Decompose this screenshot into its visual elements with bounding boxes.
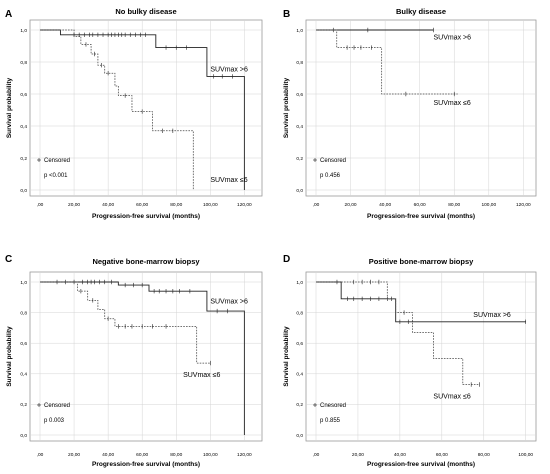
- y-tick-label: 0,0: [296, 188, 303, 194]
- p-value: p 0.456: [320, 173, 341, 179]
- x-tick-label: 100,00: [481, 202, 496, 208]
- plot-frame: [29, 19, 263, 197]
- plot-frame: [305, 19, 537, 197]
- y-axis-label: Survival probability: [283, 77, 290, 138]
- panel-letter: C: [5, 254, 12, 265]
- y-tick-label: 0,8: [20, 60, 27, 66]
- x-axis-label: Progression-free survival (months): [367, 461, 475, 468]
- y-tick-label: 0,6: [20, 92, 27, 98]
- series-label: SUVmax ≤6: [434, 100, 471, 107]
- x-tick-label: 80,00: [170, 452, 182, 458]
- x-tick-label: 80,00: [448, 202, 460, 208]
- y-tick-label: 1,0: [20, 280, 27, 286]
- legend-censored-label: Censored: [44, 403, 70, 409]
- y-tick-label: 0,0: [296, 433, 303, 439]
- y-tick-label: 1,0: [296, 280, 303, 286]
- y-tick-label: 0,0: [20, 188, 27, 194]
- x-tick-label: 100,00: [203, 452, 218, 458]
- plot-frame: [29, 271, 263, 442]
- x-tick-label: 120,00: [237, 202, 252, 208]
- x-tick-label: ,00: [313, 202, 320, 208]
- y-tick-label: 0,6: [20, 341, 27, 347]
- series-line-1: [40, 29, 194, 190]
- x-tick-label: 60,00: [414, 202, 426, 208]
- series-label: SUVmax >6: [210, 298, 248, 305]
- series-line-0: [40, 281, 245, 435]
- y-tick-label: 1,0: [296, 28, 303, 34]
- x-tick-label: 80,00: [478, 452, 490, 458]
- legend-censored-label: Cnesored: [320, 403, 346, 409]
- series-line-1: [316, 29, 458, 95]
- series-label: SUVmax >6: [210, 67, 248, 74]
- panel-letter: D: [283, 254, 290, 265]
- y-tick-label: 0,6: [296, 92, 303, 98]
- x-tick-label: 60,00: [136, 452, 148, 458]
- y-axis-label: Survival probability: [6, 326, 13, 387]
- y-tick-label: 1,0: [20, 28, 27, 34]
- x-tick-label: 20,00: [345, 202, 357, 208]
- x-tick-label: ,00: [37, 452, 44, 458]
- x-tick-label: 60,00: [436, 452, 448, 458]
- series-label: SUVmax ≤6: [210, 177, 247, 184]
- legend-censored-label: Censored: [320, 158, 346, 164]
- x-tick-label: 20,00: [68, 202, 80, 208]
- panel-d: D Positive bone-marrow biopsy ,00 20,00 40,0…: [283, 254, 537, 468]
- x-tick-label: 60,00: [136, 202, 148, 208]
- y-tick-label: 0,8: [296, 60, 303, 66]
- panel-title: Negative bone-marrow biopsy: [92, 257, 200, 266]
- panel-letter: B: [283, 9, 290, 20]
- panel-title: No bulky disease: [115, 7, 176, 16]
- panel-c: C Negative bone-marrow biopsy ,00 20,00 40,0…: [5, 254, 263, 468]
- x-tick-label: 120,00: [516, 202, 531, 208]
- series-label: SUVmax ≤6: [183, 372, 220, 379]
- p-value: p <0.001: [44, 173, 68, 179]
- panel-a: A No bulky disease ,00 20,00 40,00 60,00 80,00…: [5, 7, 263, 220]
- y-tick-label: 0,6: [296, 341, 303, 347]
- panel-title: Positive bone-marrow biopsy: [369, 257, 474, 266]
- p-value: p 0.855: [320, 418, 341, 424]
- y-axis-label: Survival probability: [6, 77, 13, 138]
- y-tick-label: 0,4: [296, 372, 303, 378]
- plot-frame: [305, 271, 537, 442]
- y-tick-label: 0,2: [296, 402, 303, 408]
- x-tick-label: 40,00: [102, 452, 114, 458]
- x-tick-label: 20,00: [68, 452, 80, 458]
- y-tick-label: 0,2: [20, 402, 27, 408]
- series-label: SUVmax ≤6: [433, 393, 470, 400]
- x-tick-label: 40,00: [394, 452, 406, 458]
- y-tick-label: 0,0: [20, 433, 27, 439]
- panels: A No bulky disease ,00 20,00 40,00 60,00 80,00…: [5, 7, 537, 468]
- x-tick-label: 100,00: [518, 452, 533, 458]
- x-tick-label: 120,00: [237, 452, 252, 458]
- x-tick-label: 40,00: [102, 202, 114, 208]
- series-label: SUVmax >6: [434, 35, 472, 42]
- panel-b: B Bulky disease ,00 20,00 40,00 60,00 80,00 100…: [283, 7, 537, 220]
- x-tick-label: 40,00: [379, 202, 391, 208]
- x-tick-label: ,00: [313, 452, 320, 458]
- y-axis-label: Survival probability: [283, 326, 290, 387]
- series-line-0: [40, 29, 245, 190]
- y-tick-label: 0,2: [296, 156, 303, 162]
- series-line-1: [40, 281, 211, 364]
- y-tick-label: 0,4: [296, 124, 303, 130]
- panel-title: Bulky disease: [396, 7, 446, 16]
- panel-letter: A: [5, 9, 12, 20]
- y-tick-label: 0,8: [296, 310, 303, 316]
- x-tick-label: 100,00: [203, 202, 218, 208]
- x-tick-label: 80,00: [170, 202, 182, 208]
- x-tick-label: ,00: [37, 202, 44, 208]
- y-tick-label: 0,4: [20, 124, 27, 130]
- y-tick-label: 0,8: [20, 310, 27, 316]
- x-tick-label: 20,00: [352, 452, 364, 458]
- x-axis-label: Progression-free survival (months): [92, 213, 200, 220]
- y-tick-label: 0,4: [20, 372, 27, 378]
- series-line-1: [316, 281, 480, 385]
- series-label: SUVmax >6: [473, 312, 511, 319]
- x-axis-label: Progression-free survival (months): [92, 461, 200, 468]
- p-value: p 0.003: [44, 418, 65, 424]
- legend-censored-label: Censored: [44, 158, 70, 164]
- y-tick-label: 0,2: [20, 156, 27, 162]
- x-axis-label: Progression-free survival (months): [367, 213, 475, 220]
